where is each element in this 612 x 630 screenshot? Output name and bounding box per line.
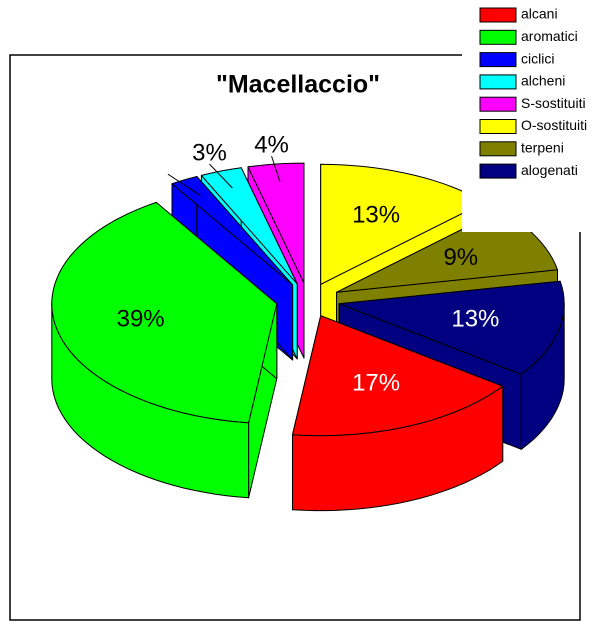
data-label: 13%: [451, 305, 499, 332]
legend-label: alcheni: [521, 73, 565, 89]
pie: 17% 39% 2% 3% 4% 13% 9% 13%: [51, 131, 565, 512]
data-label: 4%: [254, 131, 289, 158]
data-label: 3%: [192, 139, 227, 166]
legend-swatch: [479, 29, 517, 45]
legend-swatch: [479, 7, 517, 23]
legend-label: alogenati: [521, 162, 578, 178]
legend-swatch: [479, 141, 517, 157]
legend-label: ciclici: [521, 50, 554, 66]
slice: [171, 176, 294, 286]
legend-label: alcani: [521, 6, 558, 22]
slice: [51, 201, 278, 424]
data-label: 17%: [352, 369, 400, 396]
slice: [247, 162, 305, 284]
data-label: 9%: [443, 244, 478, 271]
slice: [292, 315, 504, 437]
slice: [200, 167, 298, 285]
slice: [338, 280, 565, 375]
legend-swatch: [479, 74, 517, 90]
legend-label: aromatici: [521, 28, 578, 44]
legend-items: alcani aromatici ciclici alcheni S-sostituit…: [479, 6, 587, 179]
data-label: 2%: [151, 149, 186, 176]
legend-swatch: [479, 163, 517, 179]
legend-swatch: [479, 52, 517, 68]
legend-label: terpeni: [521, 140, 564, 156]
legend-swatch: [479, 119, 517, 134]
legend-label: S-sostituiti: [521, 95, 586, 111]
data-label: 13%: [352, 201, 400, 228]
legend-swatch: [479, 96, 517, 112]
legend-label: O-sostituiti: [521, 117, 587, 133]
leader-line: [209, 163, 233, 189]
chart-title: "Macellaccio": [216, 71, 380, 99]
data-label: 39%: [117, 305, 165, 332]
leader-line: [271, 155, 281, 183]
leader-line: [167, 173, 201, 197]
